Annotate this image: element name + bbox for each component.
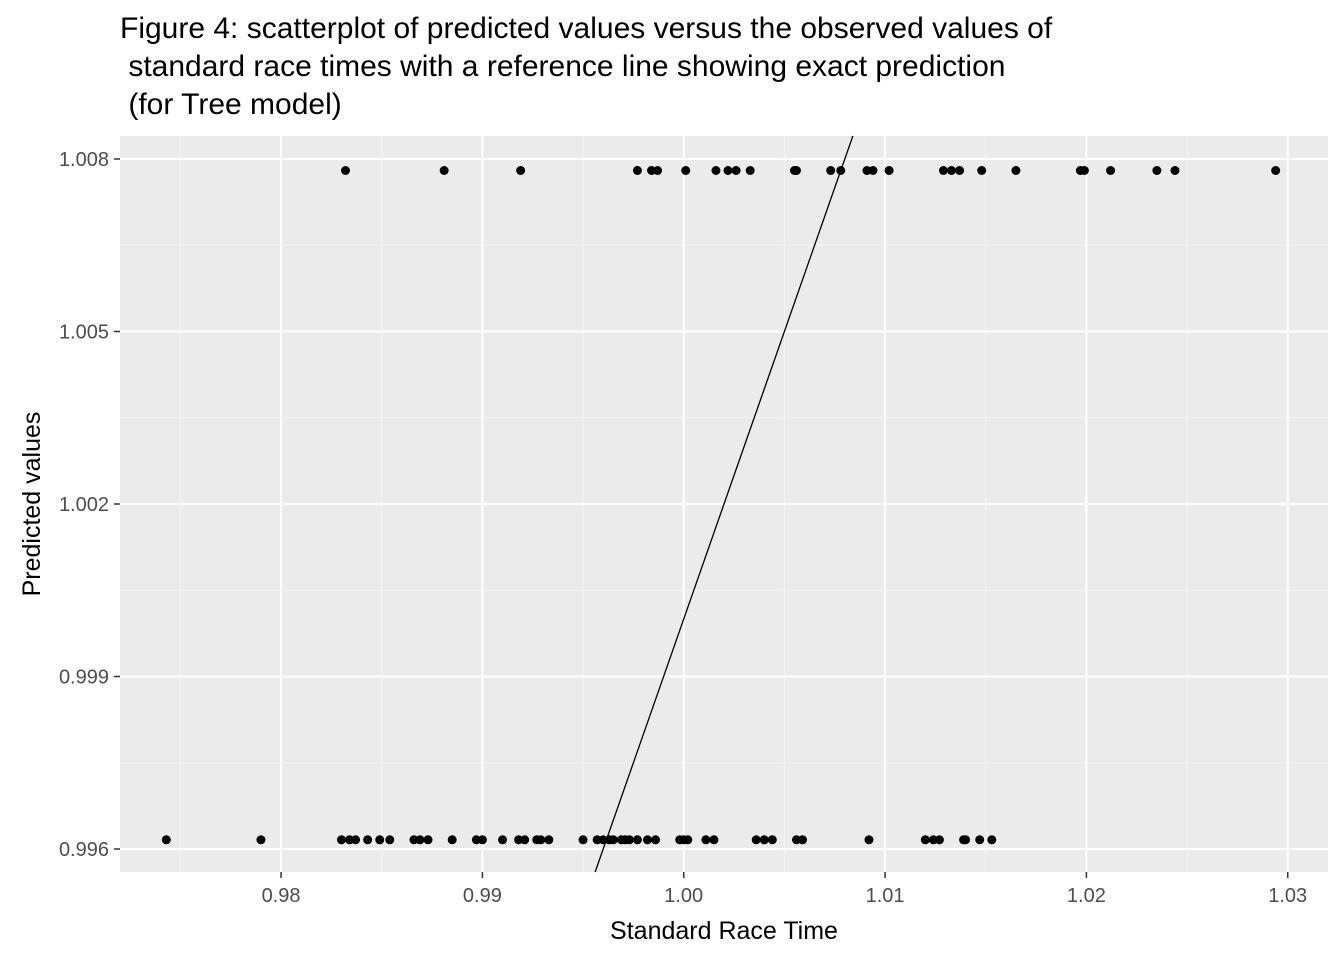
- x-tick-label: 0.98: [262, 885, 301, 907]
- data-point: [536, 835, 546, 845]
- data-point: [864, 835, 874, 845]
- data-point: [723, 166, 733, 175]
- data-point: [447, 835, 457, 845]
- data-point: [987, 835, 997, 845]
- data-point: [363, 835, 373, 845]
- data-point: [826, 166, 836, 175]
- data-point: [632, 166, 642, 175]
- x-tick-label: 1.00: [664, 885, 703, 907]
- data-point: [544, 835, 554, 845]
- data-point: [975, 835, 985, 845]
- x-tick-label: 1.01: [866, 885, 905, 907]
- data-point: [624, 835, 634, 845]
- data-point: [701, 835, 711, 845]
- y-tick-label: 1.002: [59, 494, 109, 516]
- x-axis-ticks: 0.98 0.99 1.00 1.01 1.02 1.03: [262, 872, 1307, 907]
- data-point: [1170, 166, 1180, 175]
- data-point: [920, 835, 930, 845]
- data-point: [961, 835, 971, 845]
- data-point: [498, 835, 508, 845]
- data-point: [520, 835, 530, 845]
- reference-line-group: [594, 135, 854, 873]
- data-point: [651, 835, 661, 845]
- y-tick-label: 1.008: [59, 149, 109, 171]
- data-point: [759, 835, 769, 845]
- y-tick-label: 1.005: [59, 322, 109, 344]
- data-point: [477, 835, 487, 845]
- data-point: [578, 835, 588, 845]
- data-point: [836, 166, 846, 175]
- y-axis-ticks: 0.996 0.999 1.002 1.005 1.008: [59, 149, 120, 861]
- data-point: [947, 166, 957, 175]
- data-point: [608, 835, 618, 845]
- data-point: [1271, 166, 1281, 175]
- x-tick-label: 1.02: [1067, 885, 1106, 907]
- data-point: [731, 166, 741, 175]
- data-point: [415, 835, 425, 845]
- data-point: [1011, 166, 1021, 175]
- data-point: [1079, 166, 1089, 175]
- data-point: [161, 835, 171, 845]
- data-point: [751, 835, 761, 845]
- data-point: [767, 835, 777, 845]
- data-point: [977, 166, 987, 175]
- data-point: [938, 166, 948, 175]
- x-tick-label: 1.03: [1268, 885, 1307, 907]
- data-point: [709, 835, 719, 845]
- data-points: [161, 166, 1281, 845]
- data-point: [681, 166, 691, 175]
- data-point: [934, 835, 944, 845]
- reference-line: [594, 135, 854, 873]
- data-point: [868, 166, 878, 175]
- data-point: [884, 166, 894, 175]
- data-point: [256, 835, 266, 845]
- data-point: [745, 166, 755, 175]
- data-point: [642, 835, 652, 845]
- data-point: [1152, 166, 1162, 175]
- data-point: [340, 166, 350, 175]
- data-point: [683, 835, 693, 845]
- data-point: [798, 835, 808, 845]
- y-tick-label: 0.996: [59, 839, 109, 861]
- chart-title: Figure 4: scatterplot of predicted value…: [120, 12, 1053, 121]
- data-point: [791, 166, 801, 175]
- x-tick-label: 0.99: [463, 885, 502, 907]
- data-point: [423, 835, 433, 845]
- data-point: [653, 166, 663, 175]
- data-point: [351, 835, 361, 845]
- y-axis-title: Predicted values: [18, 412, 46, 597]
- data-point: [955, 166, 965, 175]
- data-point: [439, 166, 449, 175]
- x-axis-title: Standard Race Time: [610, 917, 838, 945]
- data-point: [336, 835, 346, 845]
- data-point: [711, 166, 721, 175]
- y-tick-label: 0.999: [59, 667, 109, 689]
- data-point: [1106, 166, 1116, 175]
- data-point: [516, 166, 526, 175]
- data-point: [385, 835, 395, 845]
- data-point: [632, 835, 642, 845]
- data-point: [375, 835, 385, 845]
